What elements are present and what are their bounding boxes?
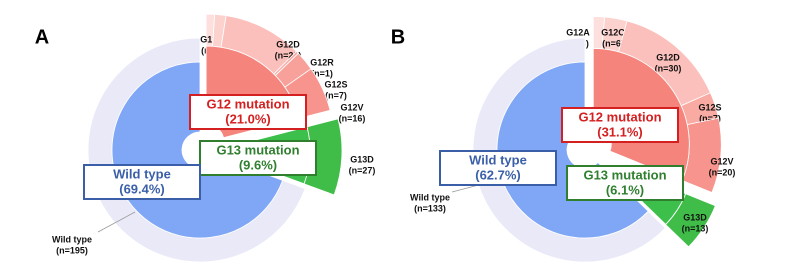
inner-label: Wild type (469, 152, 527, 167)
label-box (566, 165, 684, 201)
outer-label: G12V (340, 102, 363, 112)
leader-line (97, 211, 136, 233)
inner-label: G13 mutation (583, 167, 666, 182)
outer-label: G12S (324, 79, 347, 89)
outer-label: G12A (200, 34, 224, 44)
outer-value-label: (n=27) (349, 165, 376, 175)
outer-value-label: (n=13) (682, 223, 709, 233)
sunburst-chart: AG12A(n=3)G12C(n=4)G12D(n=28)G12R(n=1)G1… (35, 13, 376, 263)
outer-value-label: (n=7) (325, 90, 347, 100)
inner-value-label: (69.4%) (119, 181, 165, 196)
inner-label: G12 mutation (206, 96, 289, 111)
outer-value-label: (n=6) (602, 38, 624, 48)
inner-label: Wild type (113, 166, 171, 181)
outer-label: G12D (276, 39, 300, 49)
inner-value-label: (31.1%) (597, 124, 643, 139)
inner-value-label: (6.1%) (606, 182, 644, 197)
label-box (83, 164, 201, 200)
outer-value-label: (n=1) (311, 68, 333, 78)
outer-label: G12A (566, 27, 590, 37)
inner-value-label: (21.0%) (225, 111, 271, 126)
label-box (189, 94, 307, 130)
outer-value-label: (n=28) (275, 50, 302, 60)
label-box (199, 140, 317, 176)
label-box (561, 107, 679, 143)
outer-label: Wild type (410, 192, 450, 202)
outer-label: G12S (698, 102, 721, 112)
inner-label: G12 mutation (578, 109, 661, 124)
label-box (439, 150, 557, 186)
outer-value-label: (n=7) (699, 113, 721, 123)
inner-value-label: (62.7%) (475, 167, 521, 182)
outer-label: G13D (350, 154, 374, 164)
inner-value-label: (9.6%) (239, 157, 277, 172)
inner-label: G13 mutation (216, 142, 299, 157)
panel-letter: B (391, 26, 405, 48)
sunburst-chart: BG12A(n=3)G12C(n=6)G12D(n=30)G12S(n=7)G1… (391, 16, 736, 263)
outer-value-label: (n=20) (709, 167, 736, 177)
outer-label: G12V (710, 156, 733, 166)
outer-value-label: (n=30) (655, 63, 682, 73)
outer-label: G12C (601, 27, 625, 37)
outer-value-label: (n=16) (339, 113, 366, 123)
outer-label: G12R (310, 57, 334, 67)
outer-value-label: (n=133) (414, 203, 446, 213)
panel-letter: A (35, 26, 49, 48)
outer-label: G13D (683, 212, 707, 222)
outer-label: Wild type (52, 234, 92, 244)
outer-label: G12D (656, 52, 680, 62)
outer-value-label: (n=195) (56, 245, 88, 255)
